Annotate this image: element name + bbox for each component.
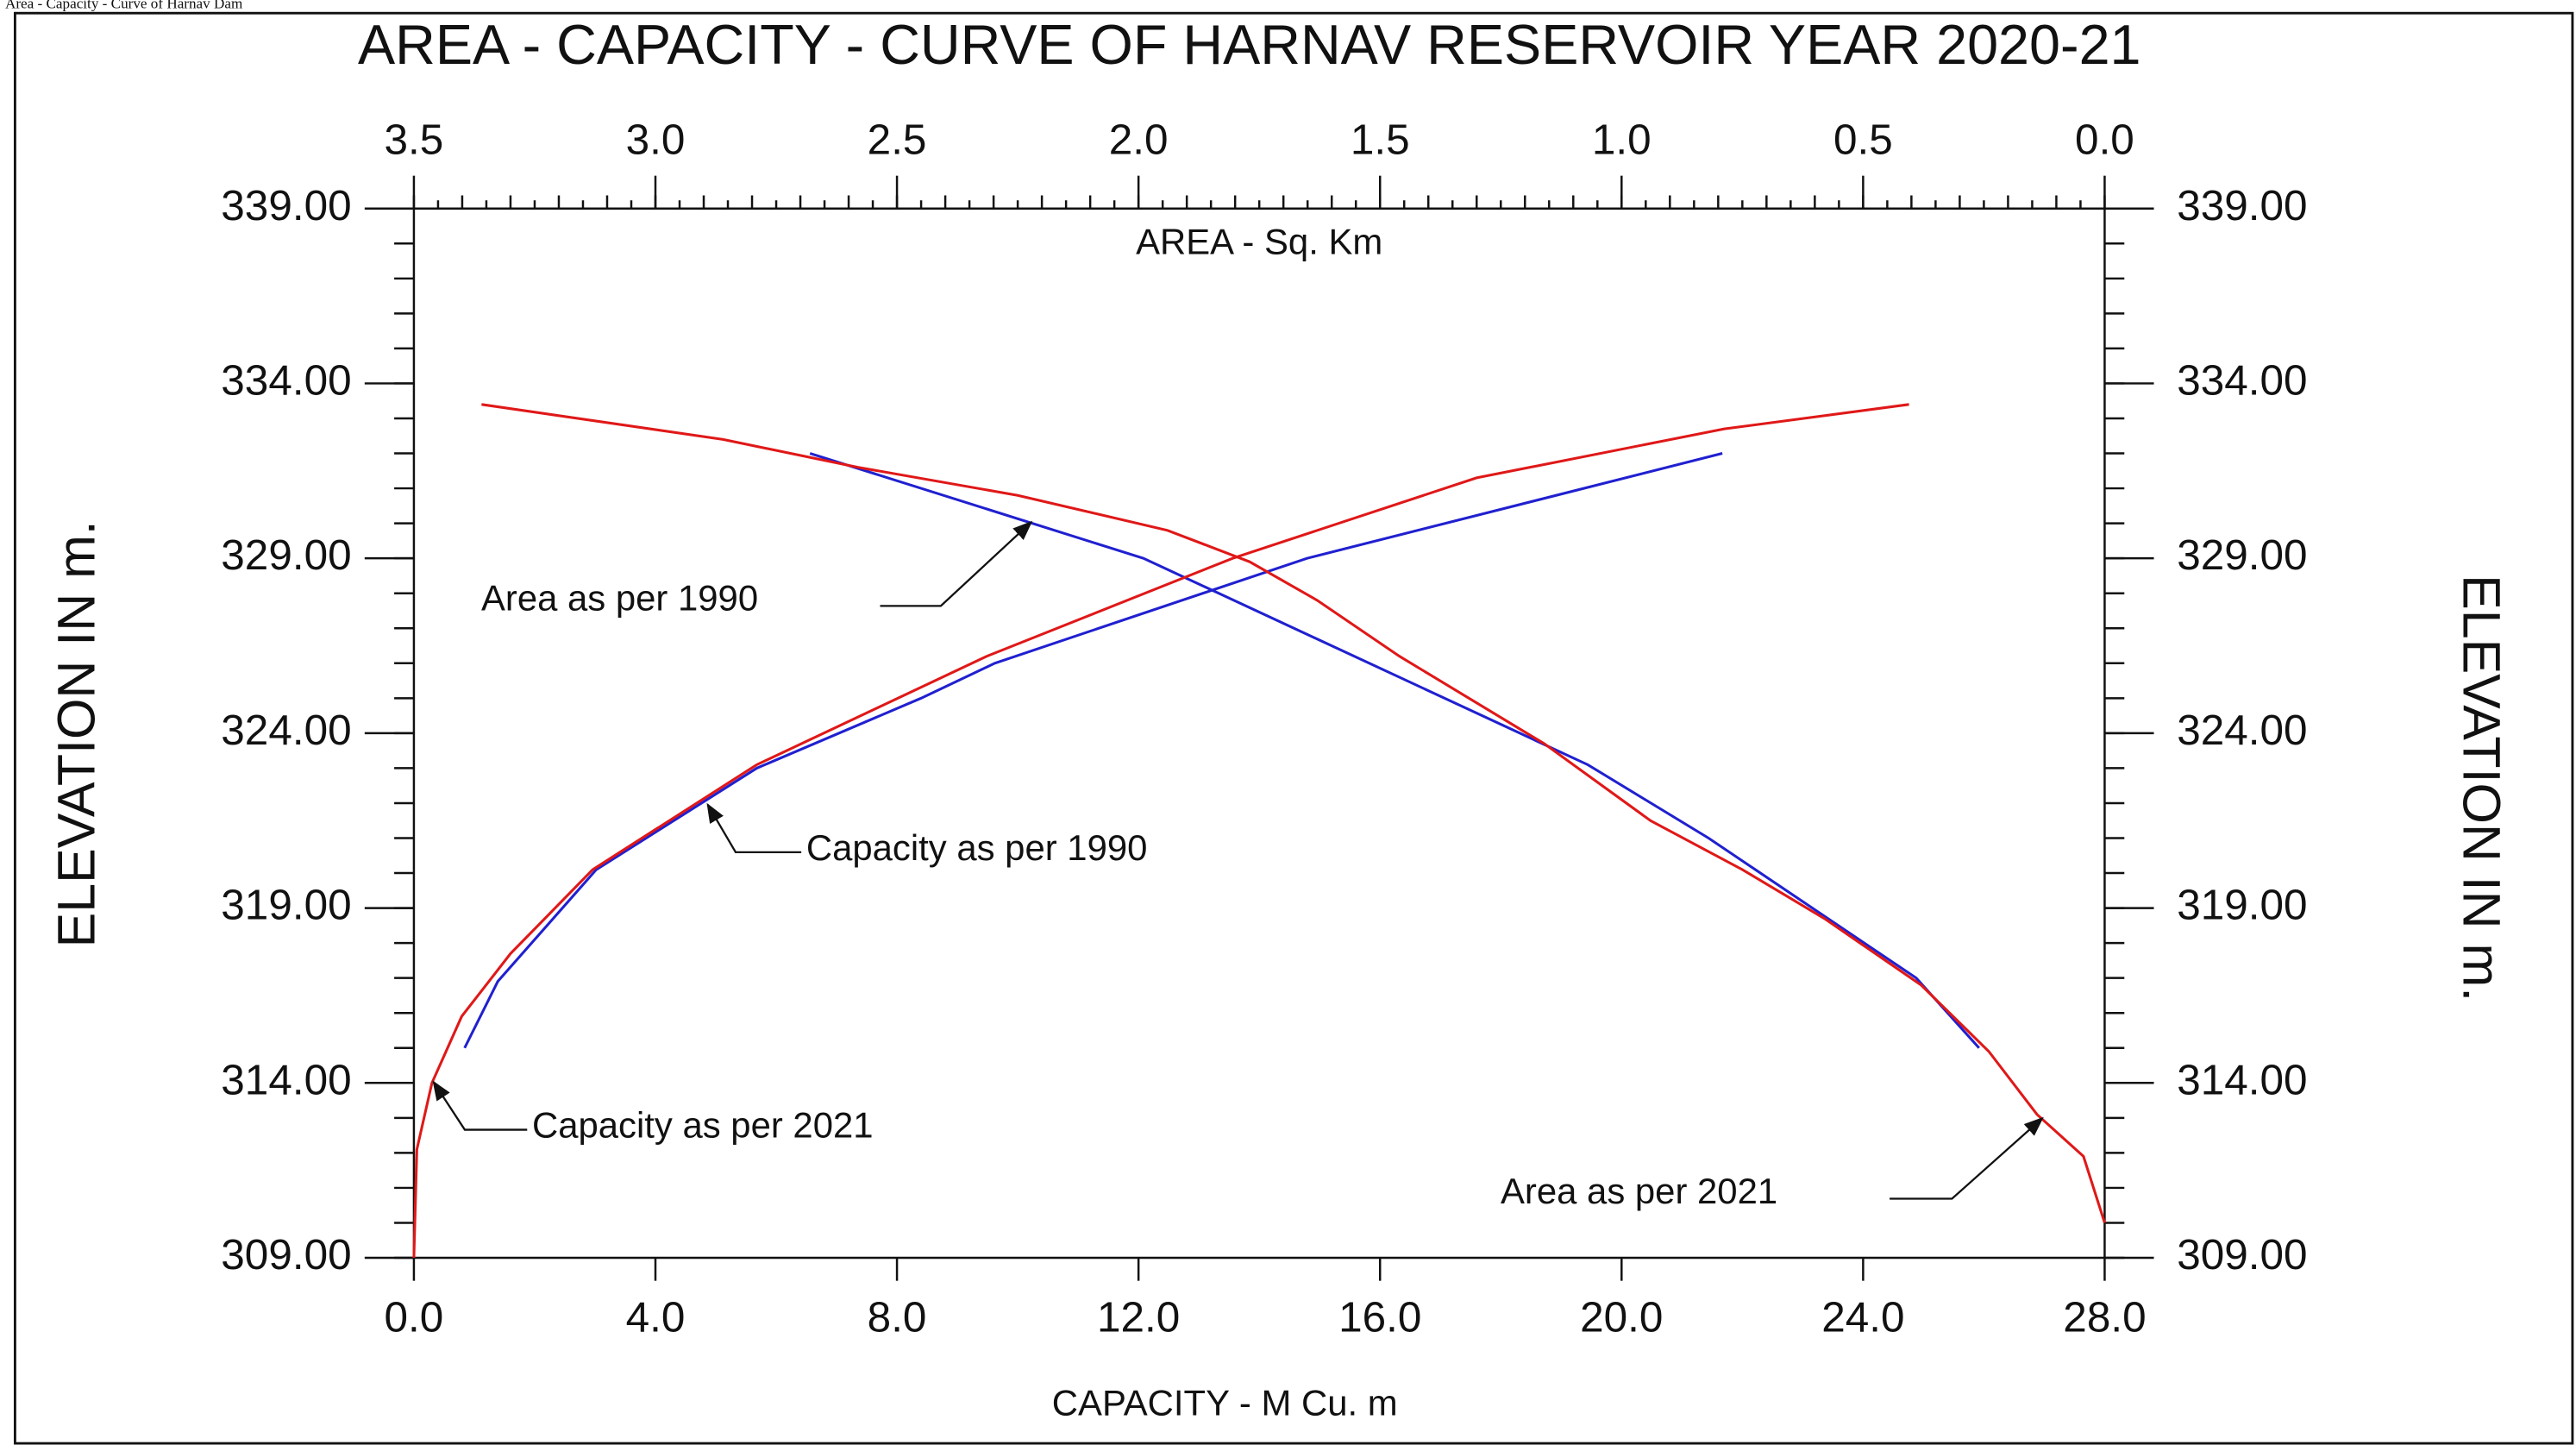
legend-label: Area as per 1990 xyxy=(481,578,758,619)
y-tick-label: 334.00 xyxy=(221,357,351,405)
series-line xyxy=(809,452,1980,1049)
x2-tick-label: 3.0 xyxy=(626,116,686,164)
chart-title: AREA - CAPACITY - CURVE OF HARNAV RESERV… xyxy=(358,13,2141,76)
y2-tick-label: 324.00 xyxy=(2177,707,2307,754)
x2-tick-label: 0.0 xyxy=(2075,116,2134,164)
y2-axis-label: ELEVATION IN m. xyxy=(2452,575,2510,1002)
x2-tick-label: 3.5 xyxy=(385,116,444,164)
x-tick-label: 12.0 xyxy=(1097,1293,1180,1341)
legend-label: Area as per 2021 xyxy=(1501,1171,1777,1211)
y2-tick-label: 329.00 xyxy=(2177,531,2307,579)
y-tick-label: 324.00 xyxy=(221,707,351,754)
leader-arrow xyxy=(432,1080,528,1131)
x2-tick-label: 1.5 xyxy=(1351,116,1410,164)
series-line xyxy=(481,403,2106,1223)
y2-tick-label: 339.00 xyxy=(2177,182,2307,229)
y2-tick-label: 334.00 xyxy=(2177,357,2307,405)
x-axis-label: CAPACITY - M Cu. m xyxy=(1052,1382,1398,1423)
leader-arrow xyxy=(880,520,1033,607)
y-tick-label: 309.00 xyxy=(221,1231,351,1279)
y-tick-label: 314.00 xyxy=(221,1056,351,1103)
x2-tick-label: 1.0 xyxy=(1592,116,1652,164)
x-tick-label: 8.0 xyxy=(868,1293,927,1341)
y-tick-label: 319.00 xyxy=(221,882,351,929)
x-tick-label: 20.0 xyxy=(1580,1293,1663,1341)
x-tick-label: 28.0 xyxy=(2063,1293,2146,1341)
y-tick-label: 329.00 xyxy=(221,531,351,579)
y2-tick-label: 314.00 xyxy=(2177,1056,2307,1103)
x2-tick-label: 2.5 xyxy=(868,116,927,164)
x2-axis-label: AREA - Sq. Km xyxy=(1136,222,1382,262)
x-tick-label: 0.0 xyxy=(385,1293,444,1341)
leader-arrow xyxy=(706,802,802,854)
y-axis-label: ELEVATION IN m. xyxy=(47,520,106,947)
x2-tick-label: 0.5 xyxy=(1833,116,1893,164)
frame xyxy=(13,11,2574,1445)
legend-label: Capacity as per 1990 xyxy=(806,827,1148,868)
x2-tick-label: 2.0 xyxy=(1109,116,1169,164)
header: Area - Capacity - Curve of Harnav Dam xyxy=(5,0,243,12)
series-line xyxy=(412,403,1909,1259)
leader-arrow xyxy=(1890,1116,2044,1200)
y-tick-label: 339.00 xyxy=(221,182,351,229)
series-line xyxy=(463,452,1723,1049)
x-tick-label: 24.0 xyxy=(1821,1293,1904,1341)
x-tick-label: 4.0 xyxy=(626,1293,686,1341)
x-tick-label: 16.0 xyxy=(1338,1293,1421,1341)
y2-tick-label: 319.00 xyxy=(2177,882,2307,929)
legend-label: Capacity as per 2021 xyxy=(532,1105,874,1146)
y2-tick-label: 309.00 xyxy=(2177,1231,2307,1279)
